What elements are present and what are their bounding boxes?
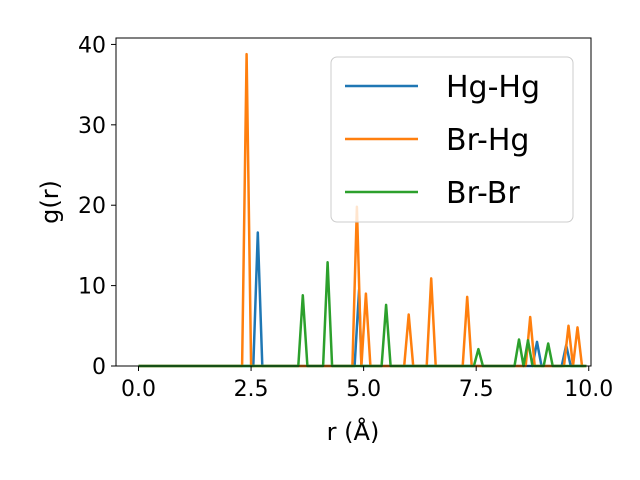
- x-tick-label: 0.0: [121, 377, 156, 402]
- legend-label-br-br: Br-Br: [446, 176, 520, 211]
- x-tick-label: 2.5: [234, 377, 269, 402]
- x-axis-ticks: 0.0 2.5 5.0 7.5 10.0: [121, 366, 613, 402]
- y-tick-label: 0: [92, 355, 106, 380]
- y-axis-label: g(r): [36, 180, 64, 224]
- y-axis-ticks: 0 10 20 30 40: [78, 33, 116, 380]
- y-tick-label: 20: [78, 194, 106, 219]
- y-tick-label: 30: [78, 114, 106, 139]
- series-line-br-hg: [138, 52, 587, 368]
- x-axis-label: r (Å): [327, 417, 380, 446]
- x-tick-label: 7.5: [459, 377, 494, 402]
- x-tick-label: 5.0: [346, 377, 381, 402]
- legend-label-br-hg: Br-Hg: [446, 123, 529, 158]
- y-tick-label: 40: [78, 33, 106, 58]
- axes-frame: [115, 37, 592, 367]
- x-tick-label: 10.0: [564, 377, 613, 402]
- legend-label-hg-hg: Hg-Hg: [446, 70, 540, 105]
- legend-box: [330, 56, 574, 223]
- legend: Hg-Hg Br-Hg Br-Br: [330, 56, 574, 223]
- y-tick-label: 10: [78, 275, 106, 300]
